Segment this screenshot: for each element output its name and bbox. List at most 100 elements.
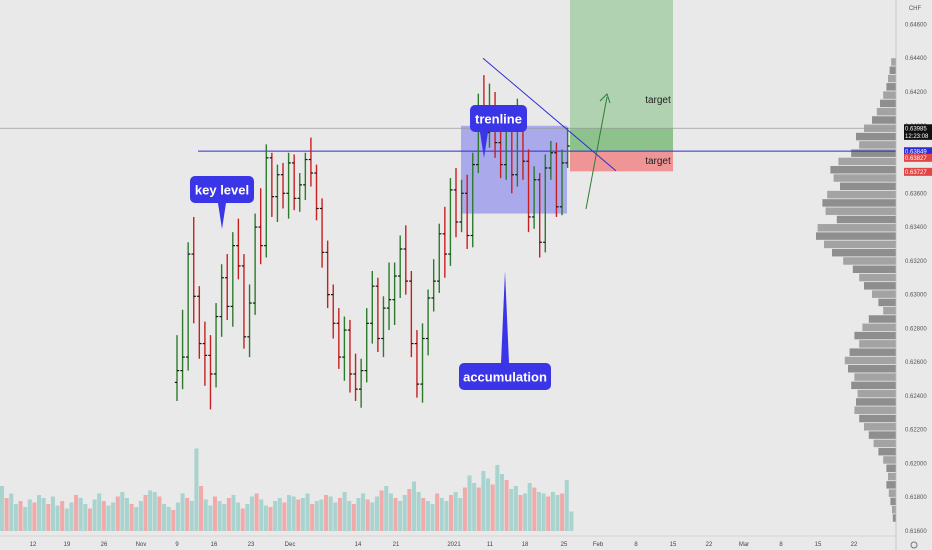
- price-badge-bg: [904, 124, 932, 133]
- x-tick-label: 22: [851, 542, 858, 548]
- price-axis[interactable]: CHF0.646000.644000.642000.640000.638000.…: [895, 0, 932, 550]
- x-tick-label: 21: [393, 542, 400, 548]
- ohlc-bar: [314, 164, 319, 221]
- volume-bar: [365, 499, 370, 531]
- x-tick-label: Mar: [739, 542, 749, 548]
- volume-bar: [513, 486, 518, 531]
- volume-bar: [472, 483, 477, 531]
- volume-bar: [337, 498, 342, 531]
- x-tick-label: 26: [101, 542, 108, 548]
- profile-row: [856, 398, 896, 406]
- profile-row: [888, 489, 896, 497]
- x-tick-label: 23: [248, 542, 255, 548]
- volume-bar: [194, 448, 199, 531]
- ohlc-bar: [559, 149, 565, 216]
- ohlc-bar: [258, 188, 263, 265]
- ohlc-bar: [185, 242, 191, 371]
- time-axis[interactable]: 12 19 26 Nov 9 16 23 Dec 14 21 2021 11 18 25 Feb 8 15 22 M…: [0, 535, 896, 548]
- volume-bar: [462, 487, 467, 531]
- y-tick-label: 0.62600: [905, 360, 927, 366]
- volume-bar: [296, 499, 301, 531]
- ohlc-bar: [325, 240, 330, 309]
- volume-bar: [416, 492, 421, 531]
- volume-bar: [310, 504, 315, 531]
- volume-bar: [60, 501, 65, 531]
- ohlc-bar: [247, 284, 252, 358]
- volume-bar: [361, 493, 366, 531]
- volume-bar: [444, 501, 449, 531]
- volume-bar: [314, 501, 319, 531]
- ohlc-bar: [252, 213, 258, 315]
- ohlc-bar: [386, 262, 392, 331]
- ohlc-bar: [319, 198, 325, 268]
- callout-box: [459, 363, 551, 390]
- volume-bar: [328, 496, 333, 531]
- volume-bar: [504, 480, 509, 531]
- ohlc-bar: [264, 144, 269, 258]
- ohlc-bar: [531, 166, 537, 229]
- price-badge-label: 12:23:08: [905, 134, 929, 140]
- profile-row: [892, 514, 896, 522]
- ohlc-bar: [331, 284, 336, 339]
- ohlc-bar: [336, 308, 342, 369]
- volume-bar: [370, 502, 375, 531]
- x-tick-label: 11: [487, 542, 494, 548]
- y-tick-label: 0.64400: [905, 56, 927, 62]
- ohlc-bar: [202, 321, 208, 386]
- profile-row: [878, 447, 896, 456]
- volume-bar: [273, 501, 278, 531]
- volume-bar: [162, 504, 167, 531]
- ohlc-bar: [526, 149, 531, 233]
- profile-row: [838, 157, 896, 166]
- ohlc-bar: [414, 330, 420, 398]
- ohlc-bar: [342, 316, 347, 381]
- price-badge-bg: [904, 153, 932, 162]
- volume-bar: [407, 489, 412, 531]
- volume-bar: [13, 504, 18, 531]
- gear-icon[interactable]: [910, 541, 918, 549]
- volume-bar: [435, 493, 440, 531]
- ohlc-bar: [470, 152, 475, 248]
- ohlc-bar: [442, 206, 448, 278]
- volume-bar: [97, 493, 102, 531]
- ohlc-bar: [275, 164, 280, 222]
- x-tick-label: 18: [522, 542, 529, 548]
- volume-bar: [458, 498, 463, 531]
- volume-bar: [564, 480, 569, 531]
- entry-zone: [570, 128, 673, 152]
- volume-bar: [212, 496, 217, 531]
- ohlc-bar: [565, 127, 570, 168]
- profile-row: [822, 199, 896, 207]
- ohlc-bar: [554, 142, 559, 217]
- price-badge-bg: [904, 167, 932, 176]
- profile-row: [872, 116, 896, 124]
- annotation-callout: accumulation: [459, 271, 551, 390]
- volume-bar: [421, 498, 426, 531]
- volume-bar: [333, 502, 338, 531]
- volume-bar: [300, 498, 305, 531]
- volume-bar: [32, 502, 37, 531]
- x-tick-label: 22: [706, 542, 713, 548]
- volume-bar: [541, 493, 546, 531]
- volume-bar: [208, 505, 213, 531]
- target-arrow-head: [599, 93, 611, 104]
- currency-label: CHF: [909, 6, 922, 12]
- profile-row: [857, 389, 896, 398]
- profile-row: [888, 472, 896, 481]
- volume-bar: [305, 493, 310, 531]
- volume-bar: [27, 499, 32, 531]
- volume-bar: [439, 498, 444, 531]
- ohlc-bar: [358, 358, 364, 408]
- profile-row: [878, 298, 896, 307]
- annotations: key level trenline accumulation target targe…: [190, 93, 671, 390]
- annotation-callout: trenline: [470, 105, 527, 158]
- profile-row: [876, 107, 896, 116]
- ohlc-bar: [364, 308, 369, 383]
- volume-bar: [287, 495, 292, 531]
- profile-row: [830, 166, 896, 174]
- price-badge-label: 0.63849: [905, 149, 927, 155]
- volume-bar: [175, 502, 180, 531]
- volume-bar: [277, 498, 282, 531]
- price-badge-label: 0.63727: [905, 170, 927, 176]
